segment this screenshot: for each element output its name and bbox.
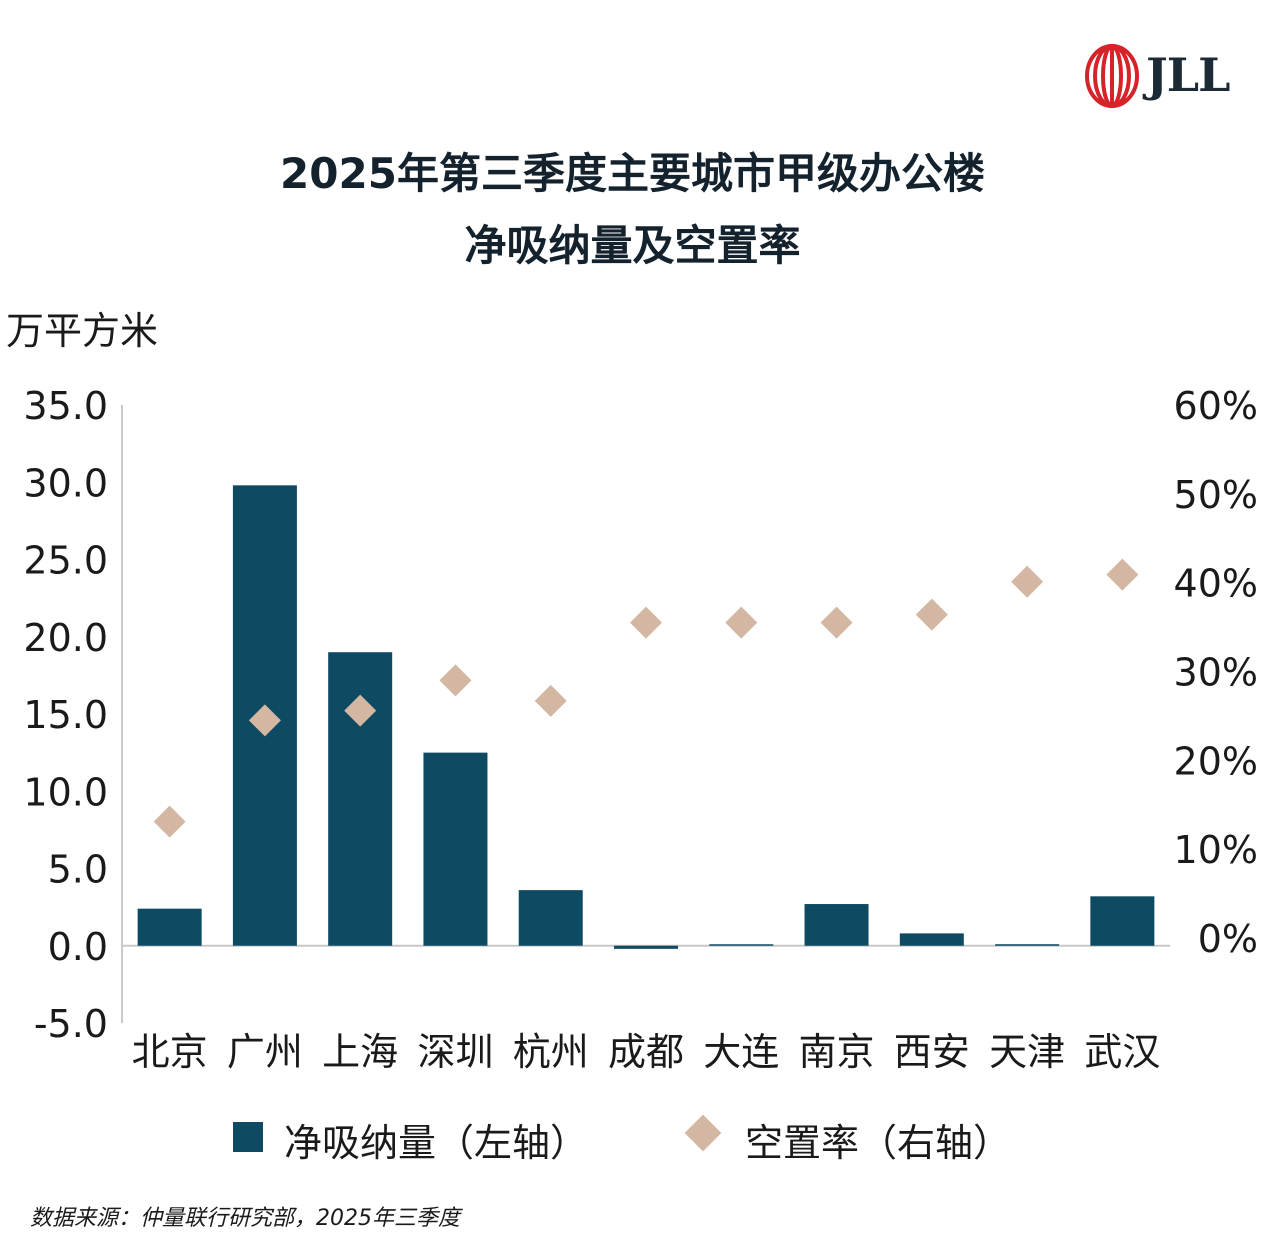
bar — [709, 944, 774, 946]
legend-bar-swatch — [233, 1122, 263, 1152]
left-tick-label: -5.0 — [34, 1002, 108, 1046]
x-tick-label: 西安 — [894, 1030, 970, 1074]
vacancy-marker — [344, 694, 377, 727]
legend-marker-swatch — [684, 1114, 722, 1152]
x-tick-label: 广州 — [227, 1030, 303, 1074]
bar — [804, 904, 869, 946]
x-tick-label: 成都 — [608, 1030, 684, 1074]
left-axis-unit: 万平方米 — [6, 309, 159, 353]
left-tick-label: 15.0 — [23, 693, 108, 737]
left-tick-label: 25.0 — [23, 539, 108, 583]
vacancy-marker — [630, 606, 662, 639]
vacancy-marker — [248, 704, 281, 737]
vacancy-marker — [439, 664, 472, 697]
x-tick-label: 南京 — [799, 1030, 875, 1074]
x-tick-label: 武汉 — [1084, 1030, 1160, 1074]
legend-bar-label: 净吸纳量（左轴） — [284, 1121, 589, 1165]
legend-marker-label: 空置率（右轴） — [745, 1121, 1012, 1165]
vacancy-marker — [153, 805, 186, 838]
x-tick-label: 北京 — [132, 1030, 208, 1074]
vacancy-marker — [725, 606, 758, 639]
left-tick-label: 20.0 — [23, 616, 108, 660]
x-tick-label: 天津 — [989, 1030, 1065, 1074]
vacancy-marker — [1106, 558, 1139, 591]
bar — [614, 945, 678, 949]
left-tick-label: 5.0 — [48, 848, 108, 892]
left-tick-label: 10.0 — [23, 770, 108, 814]
chart-title-line-1: 2025年第三季度主要城市甲级办公楼 — [280, 149, 985, 198]
right-tick-label: 50% — [1174, 473, 1258, 517]
left-tick-label: 35.0 — [23, 384, 108, 428]
vacancy-marker — [1011, 565, 1044, 598]
x-tick-label: 大连 — [703, 1030, 779, 1074]
bar — [995, 944, 1060, 946]
bar — [518, 890, 583, 946]
logo-text: JLL — [1146, 48, 1230, 102]
right-tick-label: 20% — [1174, 739, 1258, 783]
jll-logo: JLL — [1084, 44, 1234, 108]
right-tick-label: 40% — [1174, 562, 1258, 606]
right-tick-label: 0% — [1198, 917, 1258, 961]
right-tick-label: 10% — [1174, 828, 1258, 872]
vacancy-marker — [534, 684, 567, 717]
x-tick-label: 杭州 — [513, 1030, 589, 1074]
x-tick-label: 上海 — [322, 1030, 398, 1074]
right-tick-label: 60% — [1174, 384, 1258, 428]
bar — [899, 933, 964, 946]
left-tick-label: 0.0 — [48, 925, 108, 969]
bar — [1090, 896, 1155, 946]
right-tick-label: 30% — [1174, 651, 1258, 695]
bar — [423, 752, 488, 946]
x-tick-label: 深圳 — [417, 1030, 493, 1074]
source-note: 数据来源：仲量联行研究部，2025年三季度 — [30, 1206, 460, 1231]
legend: 净吸纳量（左轴） 空置率（右轴） — [0, 1112, 1265, 1165]
chart-title-line-2: 净吸纳量及空置率 — [464, 221, 801, 270]
bar — [137, 908, 202, 946]
vacancy-marker — [820, 606, 853, 639]
jll-logo-mark — [1085, 44, 1139, 108]
vacancy-marker — [915, 598, 948, 631]
left-tick-label: 30.0 — [23, 461, 108, 505]
